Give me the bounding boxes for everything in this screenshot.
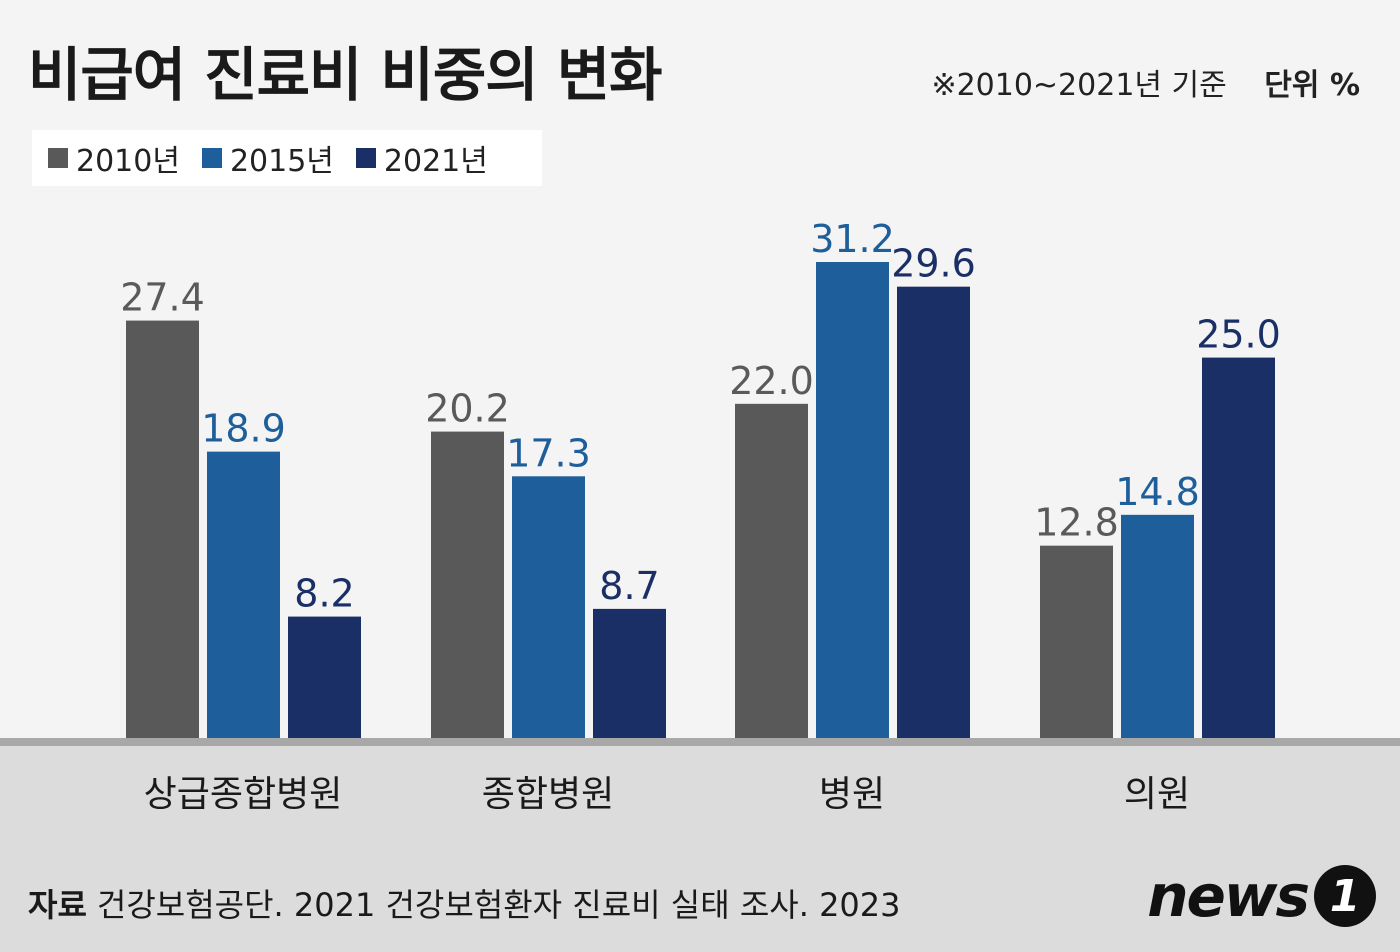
data-label-2021년-의원: 25.0 [1196, 313, 1281, 357]
unit-label: 단위 % [1264, 68, 1360, 103]
data-label-2015년-종합병원: 17.3 [506, 431, 591, 475]
data-label-2015년-병원: 31.2 [810, 217, 895, 261]
legend-swatch-2010 [48, 148, 68, 168]
bar-2021년-상급종합병원 [288, 616, 361, 743]
legend-item-2021: 2021년 [355, 136, 488, 180]
bar-2015년-상급종합병원 [207, 451, 280, 743]
category-label-general-hospital: 종합병원 [481, 774, 615, 815]
chart-note: ※2010~2021년 기준 단위 % [931, 60, 1360, 104]
data-label-2010년-상급종합병원: 27.4 [120, 276, 205, 320]
category-axis-band [0, 745, 1400, 952]
page-title: 비급여 진료비 비중의 변화 [28, 41, 663, 109]
bar-2015년-병원 [816, 262, 889, 743]
data-label-2021년-상급종합병원: 8.2 [294, 572, 354, 616]
bar-2010년-상급종합병원 [126, 320, 199, 743]
legend-label-2015: 2015년 [229, 144, 334, 179]
bar-2010년-의원 [1040, 545, 1113, 743]
news1-logo: news 1 [1147, 862, 1376, 930]
bar-2021년-종합병원 [593, 608, 666, 743]
bar-2015년-의원 [1121, 514, 1194, 743]
data-label-2021년-병원: 29.6 [891, 242, 976, 286]
legend: 2010년 2015년 2021년 [32, 130, 542, 186]
data-label-2015년-상급종합병원: 18.9 [201, 407, 286, 451]
bar-2010년-병원 [735, 403, 808, 743]
data-label-2021년-종합병원: 8.7 [599, 564, 659, 608]
data-label-2010년-의원: 12.8 [1034, 501, 1119, 545]
legend-label-2021: 2021년 [383, 144, 488, 179]
baseline-note: ※2010~2021년 기준 [931, 68, 1227, 103]
legend-label-2010: 2010년 [76, 144, 180, 179]
chart-baseline [0, 738, 1400, 746]
legend-item-2010: 2010년 [48, 136, 180, 180]
legend-swatch-2015 [201, 148, 222, 168]
source-label: 자료 [28, 886, 87, 924]
category-label-tertiary-hospital: 상급종합병원 [143, 774, 343, 815]
source-text: 건강보험공단. 2021 건강보험환자 진료비 실태 조사. 2023 [96, 886, 901, 924]
bar-2015년-종합병원 [512, 476, 585, 743]
category-label-clinic: 의원 [1123, 774, 1191, 815]
legend-item-2015: 2015년 [201, 136, 334, 180]
data-label-2015년-의원: 14.8 [1115, 470, 1200, 514]
bar-2010년-종합병원 [431, 431, 504, 743]
data-label-2010년-병원: 22.0 [729, 359, 814, 403]
logo-badge: 1 [1314, 865, 1376, 927]
category-label-hospital: 병원 [818, 774, 886, 815]
bar-2021년-병원 [897, 286, 970, 743]
logo-wordmark: news [1147, 862, 1310, 930]
legend-swatch-2021 [355, 148, 376, 168]
source-credit: 자료 건강보험공단. 2021 건강보험환자 진료비 실태 조사. 2023 [28, 880, 901, 926]
data-label-2010년-종합병원: 20.2 [425, 387, 510, 431]
bar-2021년-의원 [1202, 357, 1275, 743]
